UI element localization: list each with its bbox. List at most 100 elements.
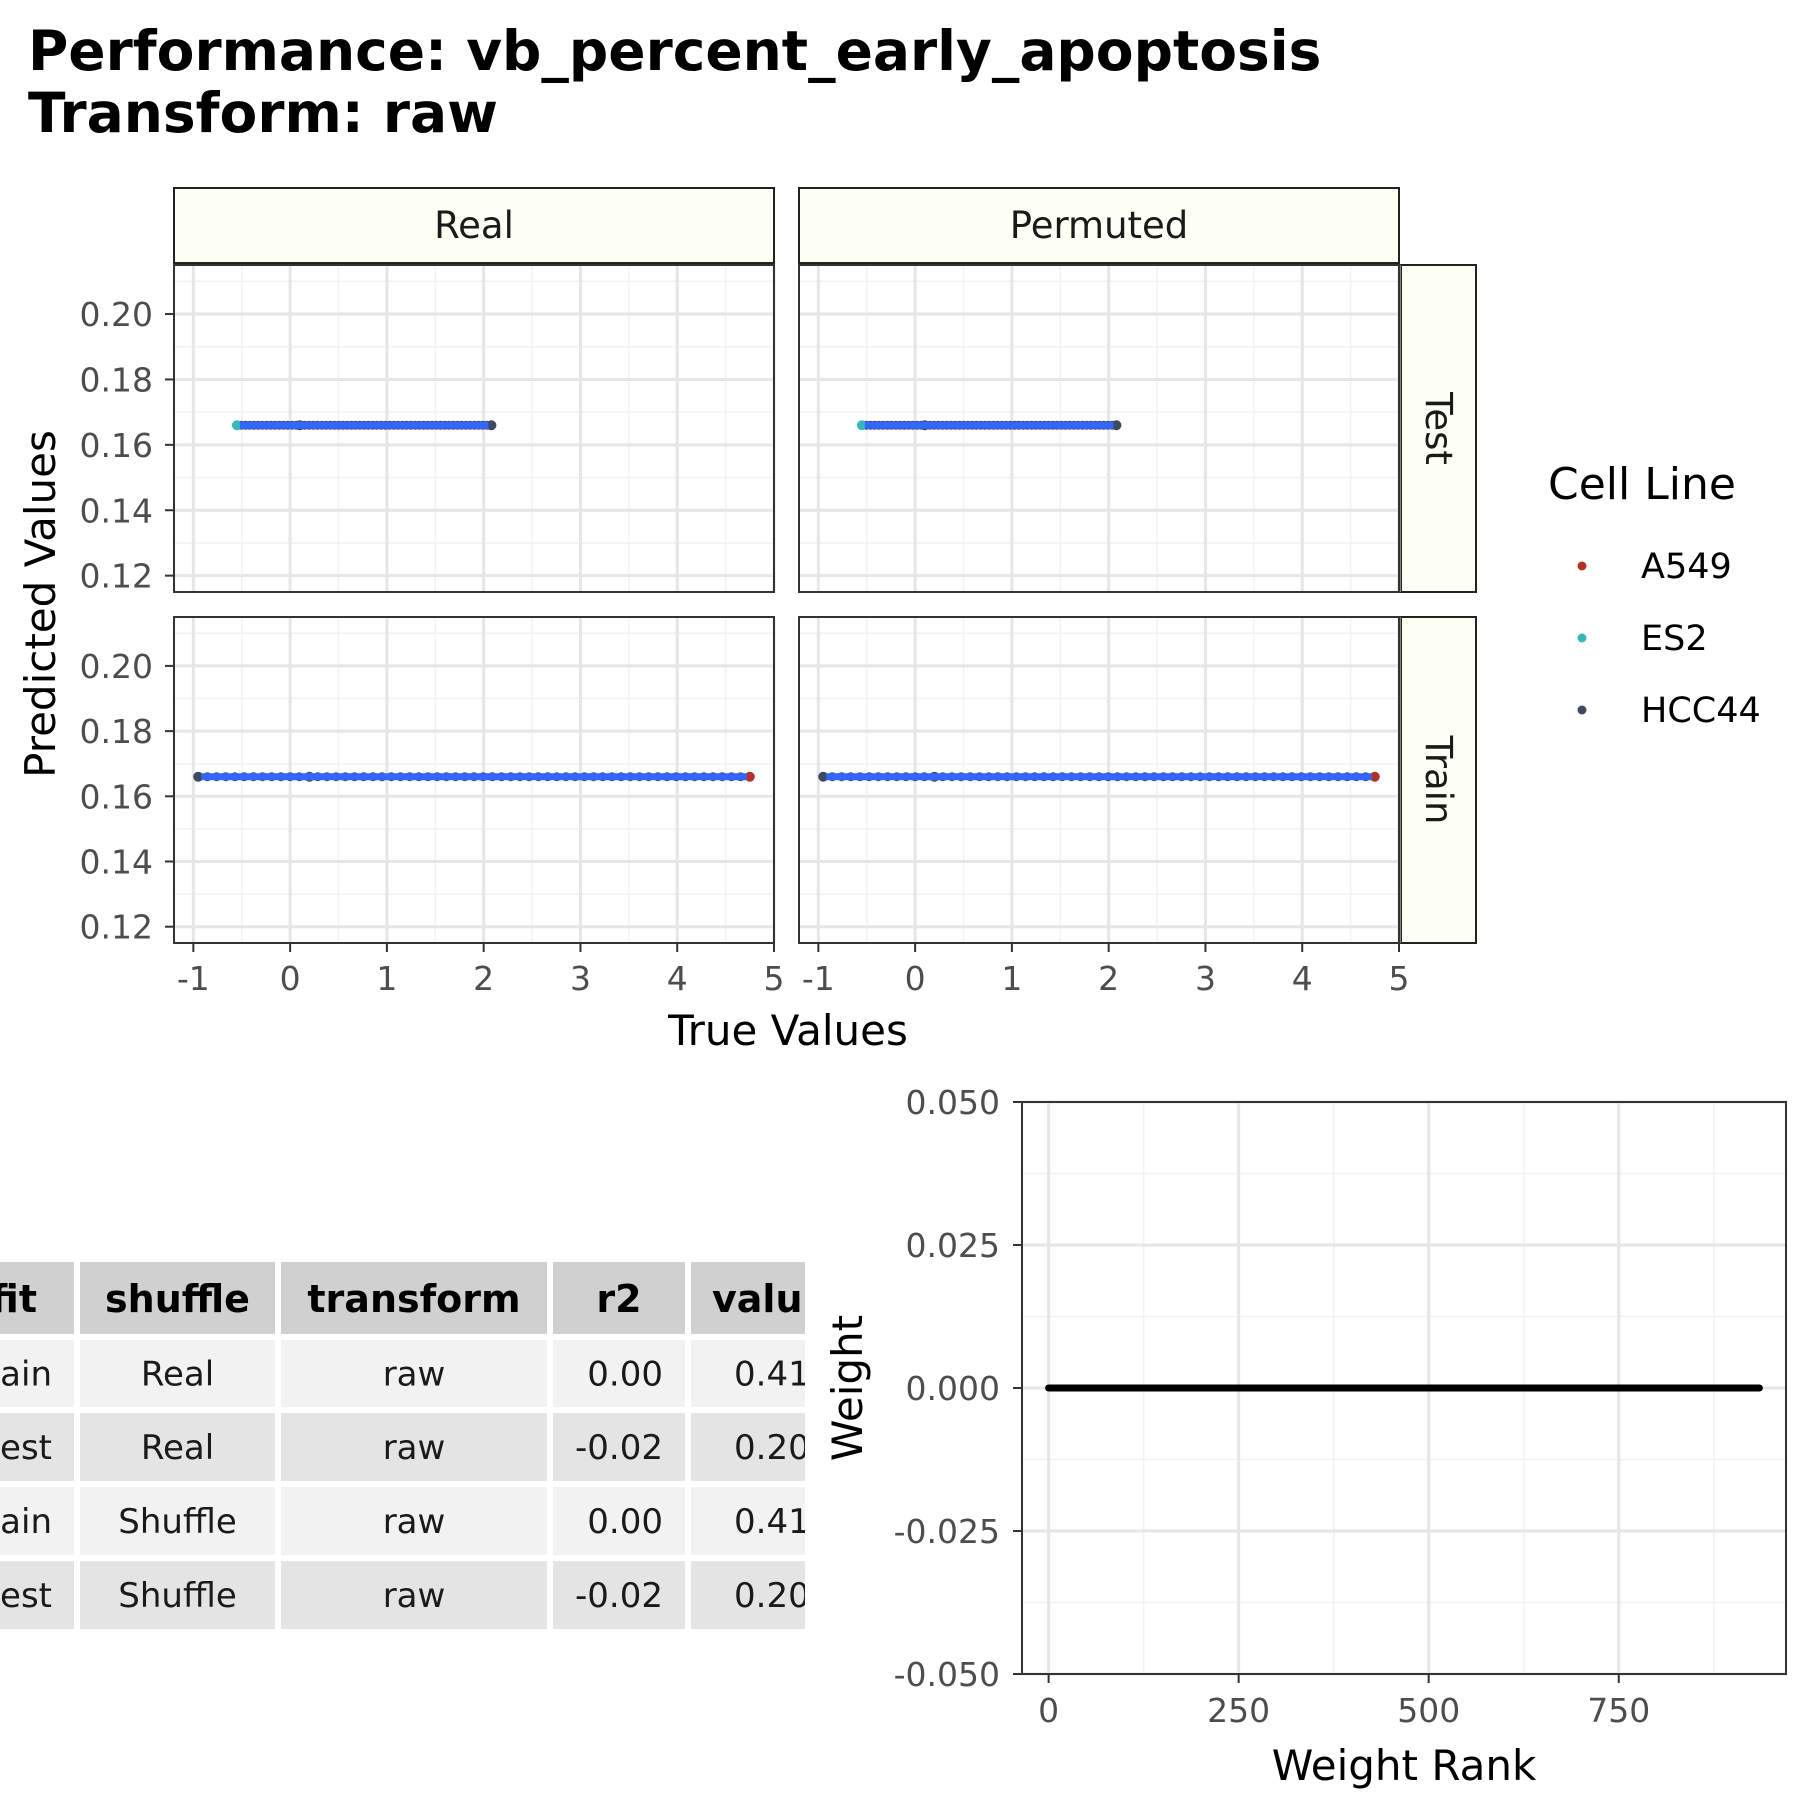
table-cell xyxy=(553,1561,685,1629)
data-point-hcc44 xyxy=(818,771,829,782)
data-point-es2 xyxy=(856,420,867,431)
panel-border xyxy=(173,616,775,944)
x-tick-label: 5 xyxy=(1389,959,1410,998)
metrics-table: fit shuffle transform r2 valu ain Real raw 0.00 0… xyxy=(0,1262,810,1629)
table-cell xyxy=(281,1340,547,1407)
panel-border xyxy=(798,616,1400,944)
y-tick-label: 0.18 xyxy=(80,712,153,751)
facet-strip-test xyxy=(1400,264,1477,593)
data-point-es2 xyxy=(231,420,242,431)
panel-border xyxy=(798,264,1400,593)
y-tick-label: 0.025 xyxy=(906,1226,1000,1265)
table-cell-text: est xyxy=(0,1576,52,1616)
table-cell-text: Shuffle xyxy=(118,1502,236,1542)
data-point-hcc44 xyxy=(193,771,204,782)
table-cell-text: 0.41 xyxy=(734,1502,810,1542)
x-tick-label: -1 xyxy=(177,959,210,998)
table-cell xyxy=(80,1340,275,1407)
facet-strip-real xyxy=(173,187,775,264)
facet-strip-label: Real xyxy=(434,204,514,247)
data-point-hcc44 xyxy=(1111,420,1122,431)
table-cell-text: -0.02 xyxy=(575,1428,663,1468)
facet-panel xyxy=(798,264,1401,593)
y-tick-label: 0.16 xyxy=(80,777,153,816)
x-tick-label: 1 xyxy=(376,959,397,998)
x-tick-label: 0 xyxy=(280,959,301,998)
facet-strip-label: Permuted xyxy=(1010,204,1189,247)
y-axis-title: Weight xyxy=(823,1315,872,1461)
table-cell-text: 0.00 xyxy=(587,1355,663,1395)
x-tick-label: 500 xyxy=(1397,1691,1460,1730)
legend-title: Cell Line xyxy=(1548,459,1736,510)
table-cell-text: raw xyxy=(383,1502,446,1542)
x-tick-label: 750 xyxy=(1587,1691,1650,1730)
x-tick-label: 4 xyxy=(667,959,688,998)
y-tick-label: -0.050 xyxy=(894,1655,1000,1694)
facet-scatter-chart: Real Permuted Test Train 0.12 0.14 0.16 0.18 0.2… xyxy=(16,187,1761,1055)
x-tick-label: 3 xyxy=(1195,959,1216,998)
x-tick-label: 5 xyxy=(764,959,785,998)
weight-rank-chart: -0.050 -0.025 0.000 0.025 0.050 0 250 500 750 Wei… xyxy=(823,1083,1787,1790)
table-header-r2: r2 xyxy=(596,1277,641,1321)
figure-title: Performance: vb_percent_early_apoptosis xyxy=(28,19,1322,83)
x-tick-label: 2 xyxy=(1098,959,1119,998)
y-tick-label: 0.18 xyxy=(80,360,153,399)
legend-key-es2 xyxy=(1577,633,1587,643)
y-tick-label: 0.14 xyxy=(80,491,153,530)
x-tick-label: 1 xyxy=(1001,959,1022,998)
table-cell xyxy=(0,1561,74,1629)
table-cell-text: raw xyxy=(383,1428,446,1468)
table-cell xyxy=(0,1487,74,1555)
y-tick-label: 0.000 xyxy=(906,1369,1000,1408)
x-axis-title: Weight Rank xyxy=(1272,1741,1537,1790)
y-tick-label: 0.14 xyxy=(80,843,153,882)
table-cell-text: 0.41 xyxy=(734,1355,810,1395)
x-tick-label: 250 xyxy=(1207,1691,1270,1730)
table-cell xyxy=(553,1340,685,1407)
x-tick-label: 4 xyxy=(1292,959,1313,998)
table-cell-text: est xyxy=(0,1428,52,1468)
x-axis-title: True Values xyxy=(667,1006,908,1055)
facet-strip-train xyxy=(1400,616,1477,944)
table-header-cell xyxy=(80,1262,275,1334)
table-cell-text: Real xyxy=(141,1355,214,1395)
table-header-value: valu xyxy=(712,1277,803,1321)
table-cell xyxy=(281,1413,547,1481)
table-header-transform: transform xyxy=(307,1277,520,1321)
table-cell xyxy=(0,1340,74,1407)
x-tick-label: 0 xyxy=(1038,1691,1059,1730)
table-body: fit shuffle transform r2 valu ain Real raw 0.00 0… xyxy=(0,1262,810,1629)
legend-label: HCC44 xyxy=(1641,691,1761,731)
y-tick-label: 0.12 xyxy=(80,908,153,947)
figure-subtitle: Transform: raw xyxy=(28,81,498,145)
y-tick-label: 0.16 xyxy=(80,426,153,465)
table-cell-text: raw xyxy=(383,1576,446,1616)
table-cell xyxy=(281,1561,547,1629)
legend-key-a549 xyxy=(1577,561,1587,571)
legend-label: ES2 xyxy=(1641,619,1708,659)
table-cell-text: Shuffle xyxy=(118,1576,236,1616)
table-cell-text: raw xyxy=(383,1355,446,1395)
facet-strip-label: Test xyxy=(1417,391,1460,465)
table-cell xyxy=(553,1487,685,1555)
facet-strip-label: Train xyxy=(1417,735,1460,825)
x-tick-label: 2 xyxy=(473,959,494,998)
table-cell xyxy=(80,1487,275,1555)
facet-panel xyxy=(173,264,776,593)
table-cell-text: 0.20 xyxy=(734,1576,810,1616)
facet-strip-permuted xyxy=(798,187,1400,264)
legend-label: A549 xyxy=(1641,547,1732,587)
legend-key-hcc44 xyxy=(1577,705,1587,715)
x-tick-label: 3 xyxy=(570,959,591,998)
table-cell xyxy=(691,1413,805,1481)
table-header-fit: fit xyxy=(0,1277,37,1321)
x-tick-label: -1 xyxy=(802,959,835,998)
y-tick-label: 0.20 xyxy=(80,647,153,686)
table-header-cell xyxy=(691,1262,805,1334)
table-cell xyxy=(553,1413,685,1481)
table-cell-text: ain xyxy=(0,1502,52,1542)
table-cell xyxy=(80,1413,275,1481)
table-cell xyxy=(80,1561,275,1629)
table-cell xyxy=(0,1413,74,1481)
table-cell xyxy=(691,1340,805,1407)
